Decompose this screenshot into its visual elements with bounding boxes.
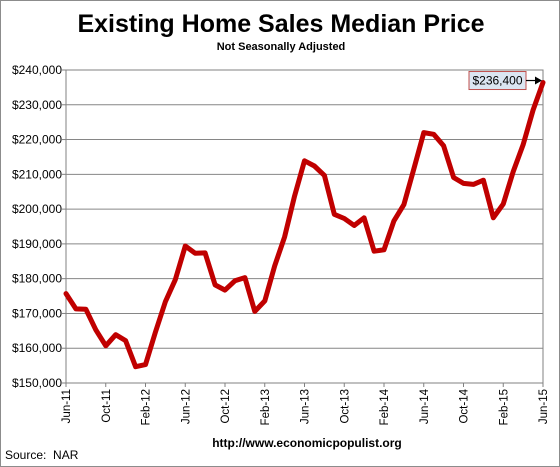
value-callout: $236,400 xyxy=(468,71,542,91)
y-tick-label: $180,000 xyxy=(12,272,62,286)
y-tick-label: $240,000 xyxy=(12,63,62,77)
y-axis-tick-labels: $150,000 $160,000 $170,000 $180,000 $190,000… xyxy=(12,63,62,390)
y-tick-label: $150,000 xyxy=(12,376,62,390)
x-tick-label: Feb-13 xyxy=(260,389,272,425)
x-tick-label: Jun-14 xyxy=(419,388,431,424)
x-tick-label: Jun-12 xyxy=(180,389,192,424)
x-tick-label: Feb-12 xyxy=(141,389,153,425)
series-layer xyxy=(63,80,546,370)
x-tick-label: Jun-15 xyxy=(538,389,550,424)
website-url: http://www.economicpopulist.org xyxy=(212,436,402,450)
y-tick-label: $230,000 xyxy=(12,98,62,112)
y-tick-label: $220,000 xyxy=(12,133,62,147)
source-label: Source: NAR xyxy=(5,448,79,462)
x-tick-label: Jun-13 xyxy=(300,389,312,424)
x-tick-label: Oct-12 xyxy=(220,389,232,424)
y-tick-label: $210,000 xyxy=(12,167,62,181)
y-tick-label: $200,000 xyxy=(12,202,62,216)
callout-arrowhead xyxy=(535,76,542,85)
chart-subtitle: Not Seasonally Adjusted xyxy=(217,41,346,53)
x-axis-tick-labels: Jun-11 Oct-11 Feb-12 Jun-12 Oct-12 Feb-13 Jun-… xyxy=(61,383,550,425)
x-tick-label: Oct-13 xyxy=(339,389,351,424)
series-line xyxy=(63,80,546,370)
x-tick-label: Jun-11 xyxy=(61,389,73,423)
grid-lines xyxy=(62,69,543,384)
chart-title: Existing Home Sales Median Price xyxy=(77,10,484,38)
x-tick-label: Oct-11 xyxy=(101,389,113,423)
callout-label: $236,400 xyxy=(472,74,522,88)
x-tick-label: Oct-14 xyxy=(459,388,471,423)
y-tick-label: $190,000 xyxy=(12,237,62,251)
x-tick-label: Feb-15 xyxy=(498,389,510,425)
y-tick-label: $160,000 xyxy=(12,341,62,355)
plot-area xyxy=(65,69,544,384)
y-tick-label: $170,000 xyxy=(12,306,62,320)
x-tick-label: Feb-14 xyxy=(379,388,391,425)
